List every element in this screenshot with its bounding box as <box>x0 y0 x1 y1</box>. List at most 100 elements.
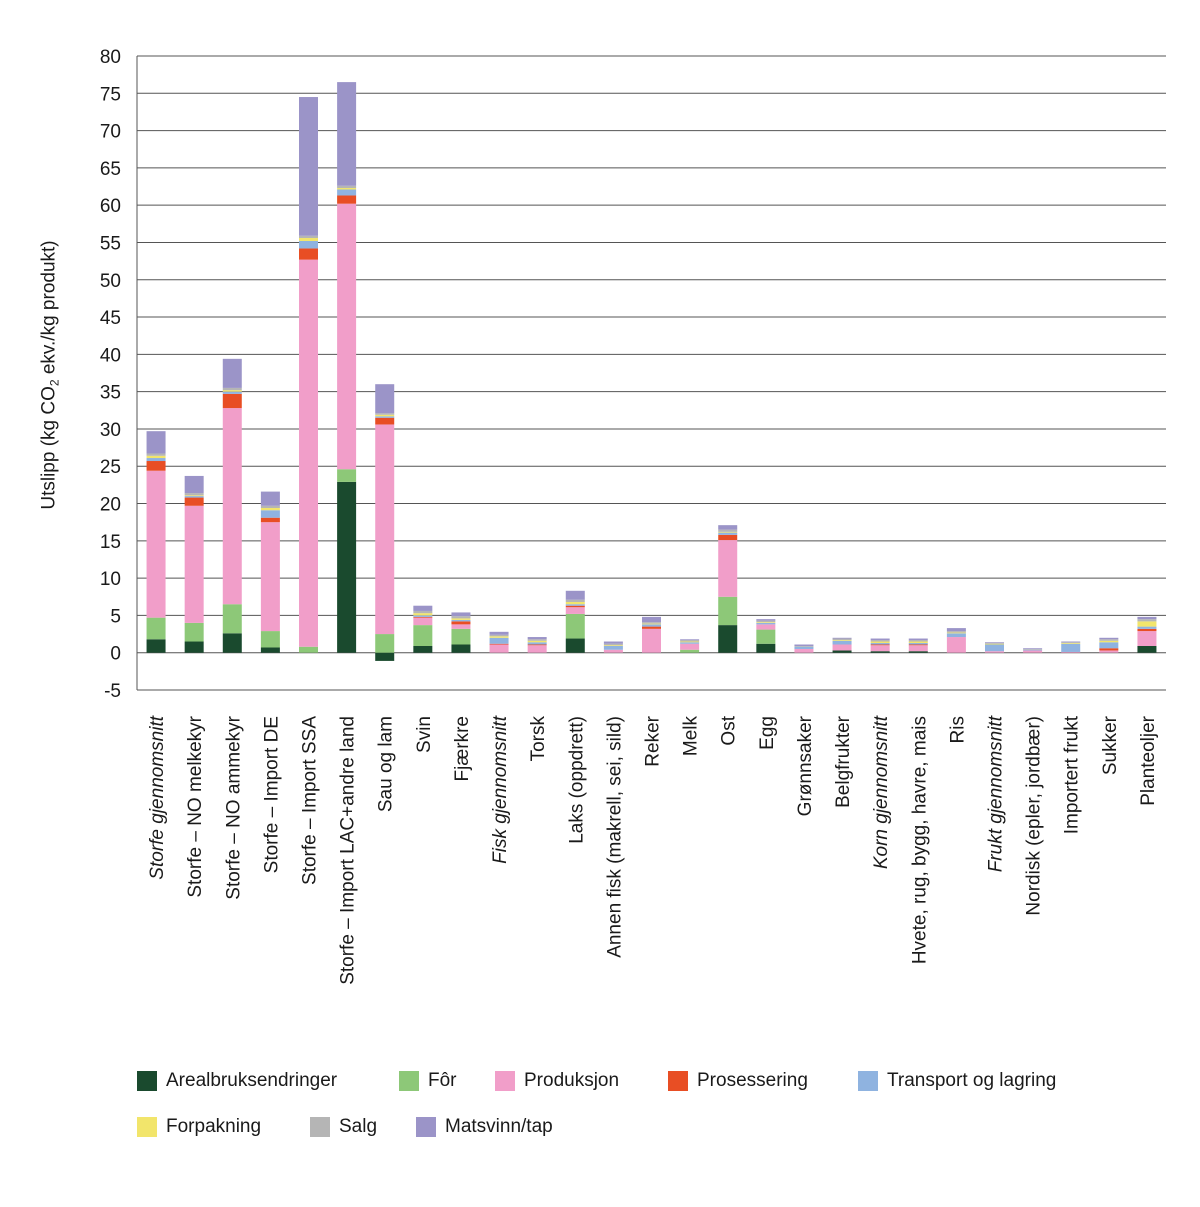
bar-segment <box>565 601 585 605</box>
bar-segment <box>222 408 242 605</box>
bar-segment <box>222 390 242 392</box>
bar-segment <box>718 531 738 533</box>
bar-segment <box>565 599 585 602</box>
bar-segment <box>642 622 661 624</box>
bar-segment <box>680 641 700 643</box>
bar-segment <box>718 596 738 626</box>
bar-segment <box>375 417 395 425</box>
bar-segment <box>299 237 318 241</box>
legend-item: Salg <box>310 1112 377 1142</box>
y-axis-label-tail: ekv./kg produkt) <box>38 240 60 380</box>
bar-segment <box>337 185 357 189</box>
bar-segment <box>908 644 928 646</box>
bar-segment <box>1099 650 1119 653</box>
bar-segment <box>260 510 280 518</box>
legend-item: Produksjon <box>495 1066 619 1096</box>
bar-segment <box>642 624 661 627</box>
bar-segment <box>756 622 776 623</box>
bar-segment <box>527 644 547 646</box>
y-tick-label: 70 <box>100 122 121 143</box>
bar-segment <box>1099 648 1119 651</box>
bar-segment <box>527 645 547 653</box>
bar-segment <box>413 645 433 653</box>
bar-segment <box>1137 628 1157 632</box>
y-tick-label: 55 <box>100 233 121 254</box>
bar-segment <box>413 625 433 646</box>
bar-segment <box>946 637 966 653</box>
y-tick-label: 30 <box>100 420 121 441</box>
bar-segment <box>946 633 966 638</box>
legend-swatch <box>668 1071 688 1091</box>
bar-segment <box>146 470 166 618</box>
bar-segment <box>451 644 471 653</box>
bar-segment <box>413 610 433 614</box>
bar-segment <box>451 624 471 629</box>
y-tick-label: 80 <box>100 47 121 68</box>
bar-segment <box>260 508 280 511</box>
bar-segment <box>756 643 776 653</box>
bar-segment <box>146 461 166 471</box>
bar-segment <box>489 644 509 653</box>
bar-segment <box>1023 649 1043 651</box>
bar-segment <box>718 532 738 535</box>
bar-segment <box>375 634 395 653</box>
legend-swatch <box>495 1071 515 1091</box>
bar-segment <box>870 641 890 644</box>
legend-swatch <box>137 1117 157 1137</box>
bar-segment <box>222 393 242 409</box>
bar-segment <box>375 416 395 418</box>
x-category-label: Storfe – NO melkekyr <box>185 715 206 897</box>
y-tick-label: 45 <box>100 308 121 329</box>
x-category-label: Sukker <box>1100 715 1121 775</box>
bar-segment <box>832 650 852 653</box>
bar-segment <box>413 613 433 616</box>
bar-segment <box>451 621 471 625</box>
bar-segment <box>299 646 318 653</box>
bar-segment <box>146 617 166 640</box>
bar-segment <box>985 644 1004 652</box>
bar-segment <box>337 481 357 653</box>
bar-segment <box>1099 642 1119 649</box>
x-category-label: Storfe – Import LAC+andre land <box>338 716 359 985</box>
bar-segment <box>718 540 738 597</box>
legend-item: Prosessering <box>668 1066 808 1096</box>
y-tick-label: 40 <box>100 345 121 366</box>
bar-segment <box>337 188 357 190</box>
bar-segment <box>642 628 661 653</box>
bar-segment <box>260 631 280 648</box>
x-category-label: Nordisk (epler, jordbær) <box>1024 716 1045 916</box>
legend-item: Matsvinn/tap <box>416 1112 553 1142</box>
bar-segment <box>184 495 204 497</box>
bar-segment <box>985 643 1004 645</box>
bar-segment <box>299 240 318 249</box>
bar-segment <box>794 644 814 646</box>
bar-segment <box>299 235 318 238</box>
bar-segment <box>451 618 471 620</box>
bar-segment <box>794 646 814 649</box>
bar-segment <box>222 358 242 388</box>
bar-segment <box>527 639 547 641</box>
bar-segment <box>680 643 700 650</box>
bar-segment <box>908 640 928 642</box>
y-tick-label: -5 <box>104 681 121 702</box>
bar-segment <box>184 622 204 642</box>
x-category-label: Reker <box>643 715 664 766</box>
bar-segment <box>527 642 547 645</box>
legend-item: Forpakning <box>137 1112 261 1142</box>
bar-segment <box>1099 639 1119 641</box>
bar-segment <box>756 629 776 644</box>
bar-segment <box>1137 619 1157 622</box>
bar-segment <box>222 604 242 634</box>
y-tick-label: 20 <box>100 495 121 516</box>
bar-segment <box>413 615 433 617</box>
bar-segment <box>337 195 357 204</box>
bar-segment <box>260 505 280 509</box>
x-category-label: Storfe – Import DE <box>261 716 282 873</box>
x-category-label: Grønnsaker <box>795 715 816 816</box>
bar-segment <box>337 82 357 186</box>
bar-segment <box>527 640 547 643</box>
bar-segment <box>832 644 852 651</box>
bar-segment <box>1061 651 1081 653</box>
x-category-label: Hvete, rug, bygg, havre, mais <box>909 716 930 964</box>
bar-segment <box>832 640 852 641</box>
